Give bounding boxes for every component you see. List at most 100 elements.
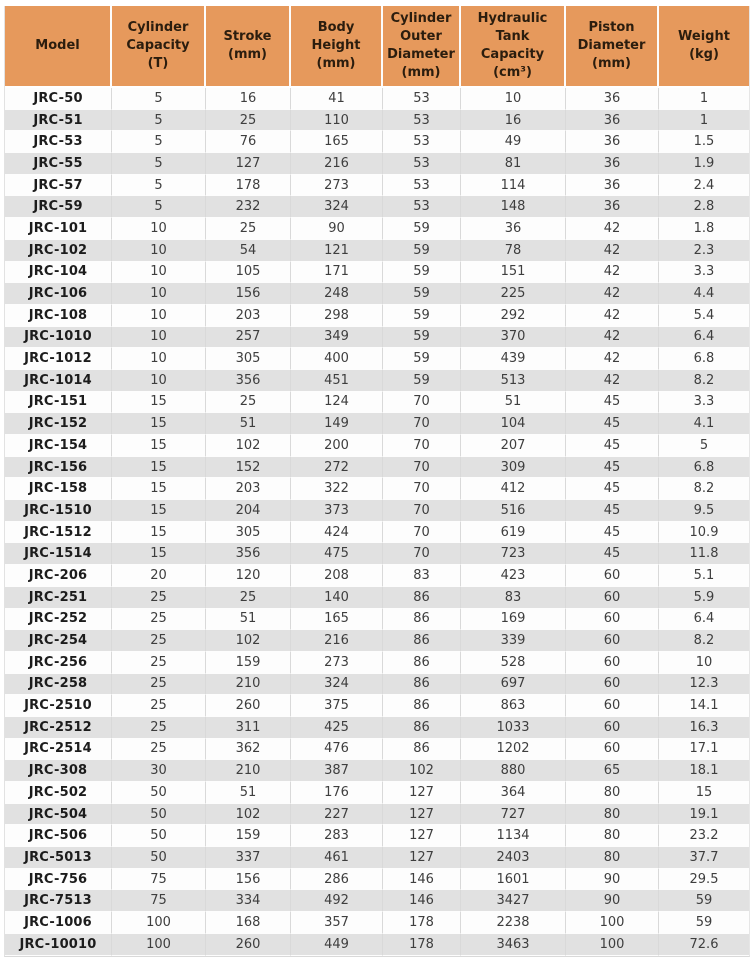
cell-body-height: 176	[291, 782, 383, 804]
cell-stroke: 76	[206, 131, 291, 154]
cell-body-height: 322	[291, 478, 383, 501]
cell-cylinder-capacity: 5	[112, 88, 206, 110]
cell-weight: 3.3	[659, 262, 749, 284]
cell-model: JRC-254	[5, 630, 112, 652]
table-row: JRC-104 10 105 171 59 151 42 3.3	[5, 261, 749, 284]
cell-weight: 6.8	[659, 457, 749, 479]
cell-hydraulic-tank-capacity: 83	[461, 586, 566, 609]
cell-cylinder-outer-diameter: 70	[383, 435, 461, 457]
cell-model: JRC-2510	[5, 695, 112, 717]
cell-body-height: 461	[291, 847, 383, 869]
cell-piston-diameter: 45	[566, 391, 659, 414]
table-row: JRC-251 25 25 140 86 83 60 5.9	[5, 586, 749, 609]
table-row: JRC-1006 100 168 357 178 2238 100 59	[5, 912, 749, 934]
cell-model: JRC-252	[5, 608, 112, 631]
cell-cylinder-outer-diameter: 59	[383, 261, 461, 284]
cell-cylinder-outer-diameter: 70	[383, 543, 461, 566]
cell-hydraulic-tank-capacity: 863	[461, 695, 566, 717]
cell-cylinder-capacity: 15	[112, 543, 206, 566]
cell-model: JRC-53	[5, 131, 112, 154]
cell-model: JRC-256	[5, 651, 112, 674]
table-row: JRC-1510 15 204 373 70 516 45 9.5	[5, 500, 749, 522]
cell-stroke: 102	[206, 803, 291, 826]
cell-cylinder-capacity: 15	[112, 413, 206, 435]
cell-body-height: 425	[291, 716, 383, 739]
table-row: JRC-756 75 156 286 146 1601 90 29.5	[5, 868, 749, 891]
cell-body-height: 283	[291, 825, 383, 848]
cell-cylinder-outer-diameter: 178	[383, 933, 461, 956]
cell-stroke: 152	[206, 456, 291, 479]
cell-weight: 4.4	[659, 283, 749, 305]
cell-hydraulic-tank-capacity: 10	[461, 88, 566, 110]
cell-model: JRC-51	[5, 109, 112, 132]
table-row: JRC-5013 50 337 461 127 2403 80 37.7	[5, 847, 749, 869]
cell-piston-diameter: 36	[566, 196, 659, 219]
cell-model: JRC-504	[5, 803, 112, 826]
cell-weight: 2.4	[659, 175, 749, 197]
cell-stroke: 203	[206, 304, 291, 327]
cell-piston-diameter: 60	[566, 630, 659, 652]
cell-piston-diameter: 36	[566, 131, 659, 154]
cell-cylinder-outer-diameter: 70	[383, 413, 461, 435]
cell-hydraulic-tank-capacity: 528	[461, 651, 566, 674]
cell-body-height: 357	[291, 912, 383, 934]
cell-stroke: 159	[206, 651, 291, 674]
column-header-cylinder-capacity: Cylinder Capacity (T)	[112, 6, 206, 88]
table-row: JRC-101 10 25 90 59 36 42 1.8	[5, 218, 749, 240]
cell-weight: 1.8	[659, 218, 749, 240]
cell-body-height: 149	[291, 413, 383, 435]
table-row: JRC-258 25 210 324 86 697 60 12.3	[5, 673, 749, 696]
cell-body-height: 298	[291, 304, 383, 327]
cell-cylinder-outer-diameter: 53	[383, 153, 461, 175]
cell-cylinder-outer-diameter: 83	[383, 565, 461, 587]
cell-model: JRC-158	[5, 478, 112, 501]
cell-stroke: 311	[206, 716, 291, 739]
table-row: JRC-1010 10 257 349 59 370 42 6.4	[5, 326, 749, 349]
cell-body-height: 165	[291, 131, 383, 154]
cell-model: JRC-5013	[5, 847, 112, 869]
cell-hydraulic-tank-capacity: 114	[461, 174, 566, 197]
cell-model: JRC-50	[5, 88, 112, 110]
cell-stroke: 54	[206, 239, 291, 262]
cell-cylinder-capacity: 25	[112, 651, 206, 674]
cell-hydraulic-tank-capacity: 880	[461, 760, 566, 782]
cell-body-height: 492	[291, 890, 383, 913]
cell-hydraulic-tank-capacity: 619	[461, 521, 566, 544]
table-row: JRC-1014 10 356 451 59 513 42 8.2	[5, 369, 749, 392]
cell-weight: 15	[659, 782, 749, 804]
cell-cylinder-capacity: 15	[112, 478, 206, 501]
cell-cylinder-outer-diameter: 146	[383, 890, 461, 913]
cell-piston-diameter: 60	[566, 586, 659, 609]
cell-cylinder-capacity: 50	[112, 825, 206, 848]
cell-cylinder-capacity: 10	[112, 369, 206, 392]
cell-stroke: 356	[206, 369, 291, 392]
cell-piston-diameter: 100	[566, 912, 659, 934]
cell-cylinder-outer-diameter: 86	[383, 586, 461, 609]
cell-body-height: 200	[291, 435, 383, 457]
cell-cylinder-capacity: 5	[112, 131, 206, 154]
cell-hydraulic-tank-capacity: 225	[461, 283, 566, 305]
cell-hydraulic-tank-capacity: 207	[461, 435, 566, 457]
cell-cylinder-capacity: 20	[112, 565, 206, 587]
cell-hydraulic-tank-capacity: 339	[461, 630, 566, 652]
cell-piston-diameter: 90	[566, 868, 659, 891]
cell-weight: 5	[659, 435, 749, 457]
cell-cylinder-outer-diameter: 127	[383, 803, 461, 826]
cell-cylinder-capacity: 25	[112, 673, 206, 696]
cell-body-height: 400	[291, 348, 383, 370]
cell-weight: 9.5	[659, 500, 749, 522]
table-row: JRC-504 50 102 227 127 727 80 19.1	[5, 803, 749, 826]
cell-stroke: 210	[206, 760, 291, 782]
cell-cylinder-capacity: 100	[112, 933, 206, 956]
table-row: JRC-59 5 232 324 53 148 36 2.8	[5, 196, 749, 219]
cell-hydraulic-tank-capacity: 364	[461, 782, 566, 804]
header-row: Model Cylinder Capacity (T) Stroke (mm) Bod…	[5, 6, 749, 88]
cell-hydraulic-tank-capacity: 513	[461, 369, 566, 392]
cell-body-height: 387	[291, 760, 383, 782]
cell-model: JRC-1012	[5, 348, 112, 370]
cell-hydraulic-tank-capacity: 1033	[461, 716, 566, 739]
table-row: JRC-2510 25 260 375 86 863 60 14.1	[5, 695, 749, 717]
column-header-body-height: Body Height (mm)	[291, 6, 383, 88]
cell-piston-diameter: 36	[566, 109, 659, 132]
cell-hydraulic-tank-capacity: 412	[461, 478, 566, 501]
